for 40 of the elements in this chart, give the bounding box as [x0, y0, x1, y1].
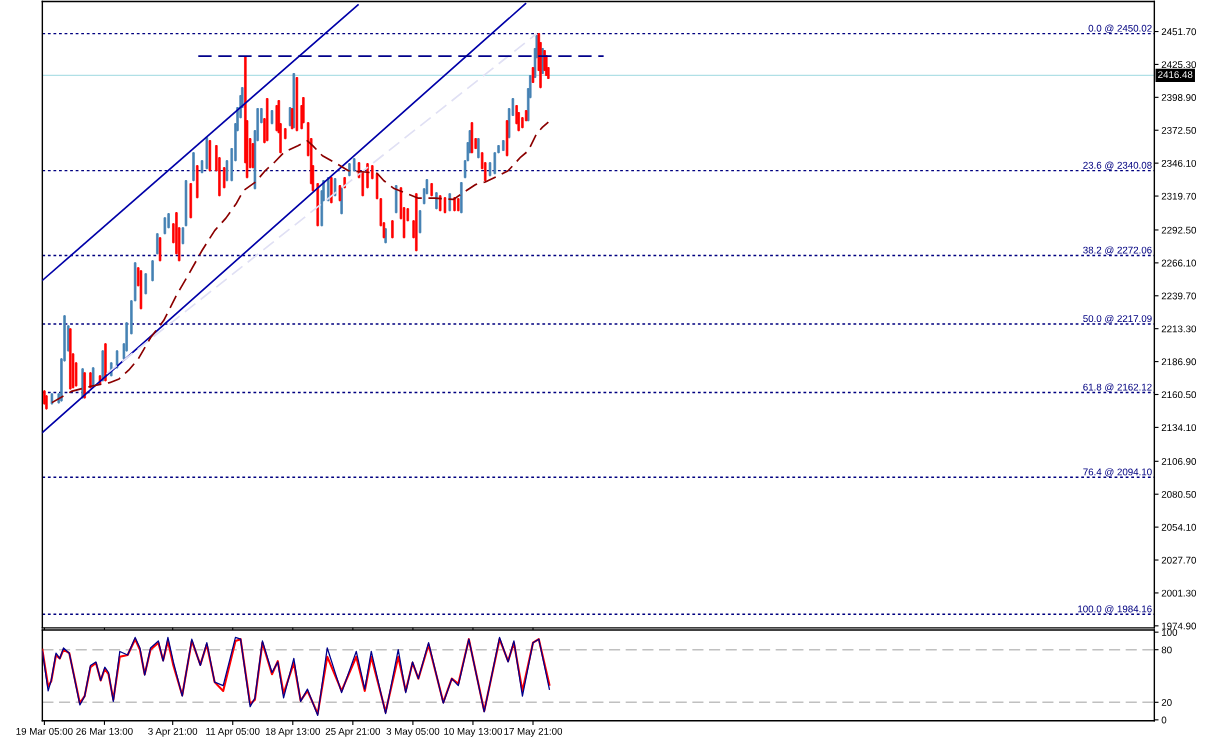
- y-tick-label: 0: [1161, 716, 1167, 724]
- y-tick-label: 80: [1161, 646, 1172, 654]
- y-tick-label: 2054.10: [1161, 523, 1197, 531]
- ref-line-label: 23.6 @ 2340.08: [1083, 161, 1152, 170]
- y-tick-label: 2266.10: [1161, 259, 1197, 267]
- y-tick-label: 2425.30: [1161, 61, 1197, 69]
- y-tick-label: 2239.70: [1161, 292, 1197, 300]
- y-tick-label: 2160.50: [1161, 391, 1197, 399]
- x-tick-label: 11 Apr 05:00: [206, 727, 260, 737]
- ref-line-label: 2416.48: [1158, 71, 1193, 79]
- y-tick-label: 2213.30: [1161, 325, 1197, 333]
- y-tick-label: 2372.50: [1161, 126, 1197, 134]
- ref-line-label: 0.0 @ 2450.02: [1088, 24, 1152, 33]
- y-tick-label: 1974.90: [1162, 622, 1197, 630]
- y-tick-label: 2001.30: [1161, 589, 1197, 597]
- y-tick-label: 2027.70: [1161, 556, 1197, 564]
- ref-line-label: 38.2 @ 2272.06: [1083, 246, 1152, 255]
- x-tick-label: 3 Apr 21:00: [148, 727, 198, 737]
- ref-line-label: 100.0 @ 1984.16: [1078, 605, 1152, 614]
- x-tick-label: 26 Mar 13:00: [76, 727, 133, 735]
- x-tick-label: 10 May 13:00: [444, 727, 503, 737]
- y-tick-label: 2080.50: [1161, 490, 1197, 498]
- y-tick-label: 2292.50: [1161, 226, 1197, 234]
- ref-line-label: 50.0 @ 2217.09: [1083, 314, 1152, 324]
- ref-line-label: 76.4 @ 2094.10: [1083, 468, 1152, 477]
- x-tick-label: 3 May 05:00: [386, 727, 440, 737]
- y-tick-label: 2451.70: [1161, 28, 1197, 36]
- y-tick-label: 2346.10: [1161, 159, 1197, 167]
- y-tick-label: 2398.90: [1161, 94, 1197, 101]
- y-tick-label: 2106.90: [1161, 458, 1197, 465]
- x-tick-label: 18 Apr 13:00: [265, 727, 320, 737]
- y-tick-label: 20: [1161, 699, 1172, 706]
- y-tick-label: 100: [1162, 628, 1178, 636]
- y-tick-label: 2319.70: [1161, 192, 1197, 200]
- ref-line-label: 61.8 @ 2162.12: [1083, 383, 1152, 392]
- x-tick-label: 19 Mar 05:00: [16, 727, 73, 735]
- x-tick-label: 17 May 21:00: [504, 727, 563, 737]
- x-tick-label: 25 Apr 21:00: [325, 727, 381, 737]
- y-tick-label: 2186.90: [1161, 358, 1197, 366]
- y-tick-label: 2134.10: [1161, 424, 1197, 432]
